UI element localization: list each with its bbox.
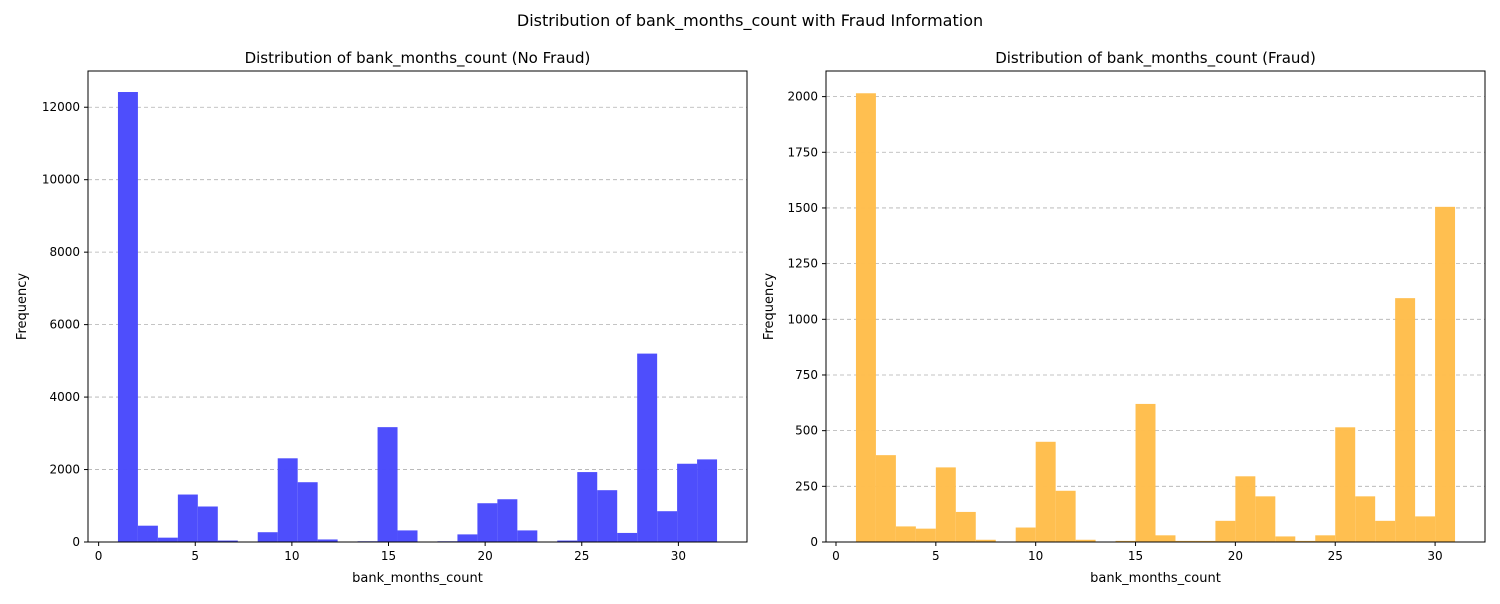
bar-no-fraud-23 bbox=[577, 472, 597, 542]
y-tick-label-no-fraud-4: 8000 bbox=[49, 245, 80, 259]
bar-no-fraud-28 bbox=[677, 464, 697, 542]
x-tick-label-fraud-5: 25 bbox=[1328, 549, 1343, 563]
x-tick-label-no-fraud-0: 0 bbox=[95, 549, 103, 563]
bar-no-fraud-0 bbox=[118, 92, 138, 542]
x-tick-label-no-fraud-5: 25 bbox=[574, 549, 589, 563]
x-axis-label-fraud: bank_months_count bbox=[1090, 571, 1221, 586]
y-axis-label-fraud: Frequency bbox=[762, 273, 777, 340]
bar-no-fraud-13 bbox=[378, 427, 398, 542]
bar-no-fraud-26 bbox=[637, 354, 657, 542]
bar-no-fraud-4 bbox=[198, 506, 218, 542]
y-tick-label-no-fraud-1: 2000 bbox=[49, 463, 80, 477]
y-tick-label-fraud-7: 1750 bbox=[787, 145, 818, 159]
bar-no-fraud-25 bbox=[617, 533, 637, 542]
bar-no-fraud-3 bbox=[178, 495, 198, 542]
bar-no-fraud-19 bbox=[497, 499, 517, 542]
y-tick-label-no-fraud-2: 4000 bbox=[49, 390, 80, 404]
bar-fraud-28 bbox=[1415, 516, 1435, 542]
bar-fraud-0 bbox=[856, 93, 876, 542]
bar-fraud-26 bbox=[1375, 521, 1395, 542]
x-axis-label-no-fraud: bank_months_count bbox=[352, 571, 483, 586]
bar-fraud-25 bbox=[1355, 496, 1375, 542]
subplot-title-no-fraud: Distribution of bank_months_count (No Fr… bbox=[245, 49, 591, 68]
y-tick-label-fraud-6: 1500 bbox=[787, 201, 818, 215]
bar-no-fraud-14 bbox=[398, 530, 418, 542]
bar-fraud-2 bbox=[896, 526, 916, 542]
bar-no-fraud-8 bbox=[278, 458, 298, 542]
bar-no-fraud-29 bbox=[697, 459, 717, 542]
y-tick-label-fraud-3: 750 bbox=[795, 368, 818, 382]
x-tick-label-fraud-3: 15 bbox=[1128, 549, 1143, 563]
y-tick-label-no-fraud-0: 0 bbox=[72, 535, 80, 549]
bar-fraud-1 bbox=[876, 455, 896, 542]
bar-fraud-21 bbox=[1275, 536, 1295, 542]
x-tick-label-no-fraud-3: 15 bbox=[381, 549, 396, 563]
bar-no-fraud-27 bbox=[657, 511, 677, 542]
y-tick-label-no-fraud-3: 6000 bbox=[49, 318, 80, 332]
bar-fraud-20 bbox=[1255, 496, 1275, 542]
bar-fraud-29 bbox=[1435, 207, 1455, 542]
subplot-title-fraud: Distribution of bank_months_count (Fraud… bbox=[995, 49, 1316, 68]
bar-fraud-15 bbox=[1156, 535, 1176, 542]
bar-no-fraud-2 bbox=[158, 538, 178, 542]
figure-suptitle: Distribution of bank_months_count with F… bbox=[517, 11, 983, 31]
x-tick-label-no-fraud-4: 20 bbox=[477, 549, 492, 563]
x-tick-label-no-fraud-1: 5 bbox=[191, 549, 199, 563]
y-tick-label-fraud-8: 2000 bbox=[787, 90, 818, 104]
x-tick-label-no-fraud-2: 10 bbox=[284, 549, 299, 563]
y-tick-label-fraud-5: 1250 bbox=[787, 257, 818, 271]
bar-fraud-5 bbox=[956, 512, 976, 542]
bar-fraud-24 bbox=[1335, 427, 1355, 542]
bar-fraud-9 bbox=[1036, 442, 1056, 542]
x-tick-label-fraud-2: 10 bbox=[1028, 549, 1043, 563]
bar-fraud-8 bbox=[1016, 528, 1036, 542]
x-tick-label-fraud-4: 20 bbox=[1228, 549, 1243, 563]
bar-fraud-14 bbox=[1136, 404, 1156, 542]
bar-fraud-3 bbox=[916, 529, 936, 542]
bar-no-fraud-20 bbox=[517, 530, 537, 542]
bar-no-fraud-24 bbox=[597, 490, 617, 542]
x-tick-label-fraud-1: 5 bbox=[932, 549, 940, 563]
y-tick-label-no-fraud-6: 12000 bbox=[42, 100, 80, 114]
y-tick-label-fraud-4: 1000 bbox=[787, 312, 818, 326]
bar-no-fraud-9 bbox=[298, 482, 318, 542]
bar-fraud-27 bbox=[1395, 298, 1415, 542]
bar-fraud-19 bbox=[1235, 476, 1255, 542]
bar-no-fraud-17 bbox=[457, 534, 477, 542]
bar-no-fraud-7 bbox=[258, 532, 278, 542]
bar-fraud-4 bbox=[936, 467, 956, 542]
bar-fraud-10 bbox=[1056, 491, 1076, 542]
bar-no-fraud-1 bbox=[138, 526, 158, 542]
y-tick-label-fraud-1: 250 bbox=[795, 479, 818, 493]
x-tick-label-fraud-6: 30 bbox=[1427, 549, 1442, 563]
panel-fraud: 0 5 10 15 20 25 30 0 250 500 750 1000 1250 1500 1750 20… bbox=[762, 49, 1485, 586]
x-tick-label-fraud-0: 0 bbox=[832, 549, 840, 563]
bar-fraud-18 bbox=[1215, 521, 1235, 542]
y-tick-label-no-fraud-5: 10000 bbox=[42, 173, 80, 187]
bar-fraud-23 bbox=[1315, 535, 1335, 542]
y-tick-label-fraud-0: 0 bbox=[810, 535, 818, 549]
y-tick-label-fraud-2: 500 bbox=[795, 424, 818, 438]
x-tick-label-no-fraud-6: 30 bbox=[671, 549, 686, 563]
bar-no-fraud-18 bbox=[477, 503, 497, 542]
y-axis-label-no-fraud: Frequency bbox=[15, 273, 30, 340]
